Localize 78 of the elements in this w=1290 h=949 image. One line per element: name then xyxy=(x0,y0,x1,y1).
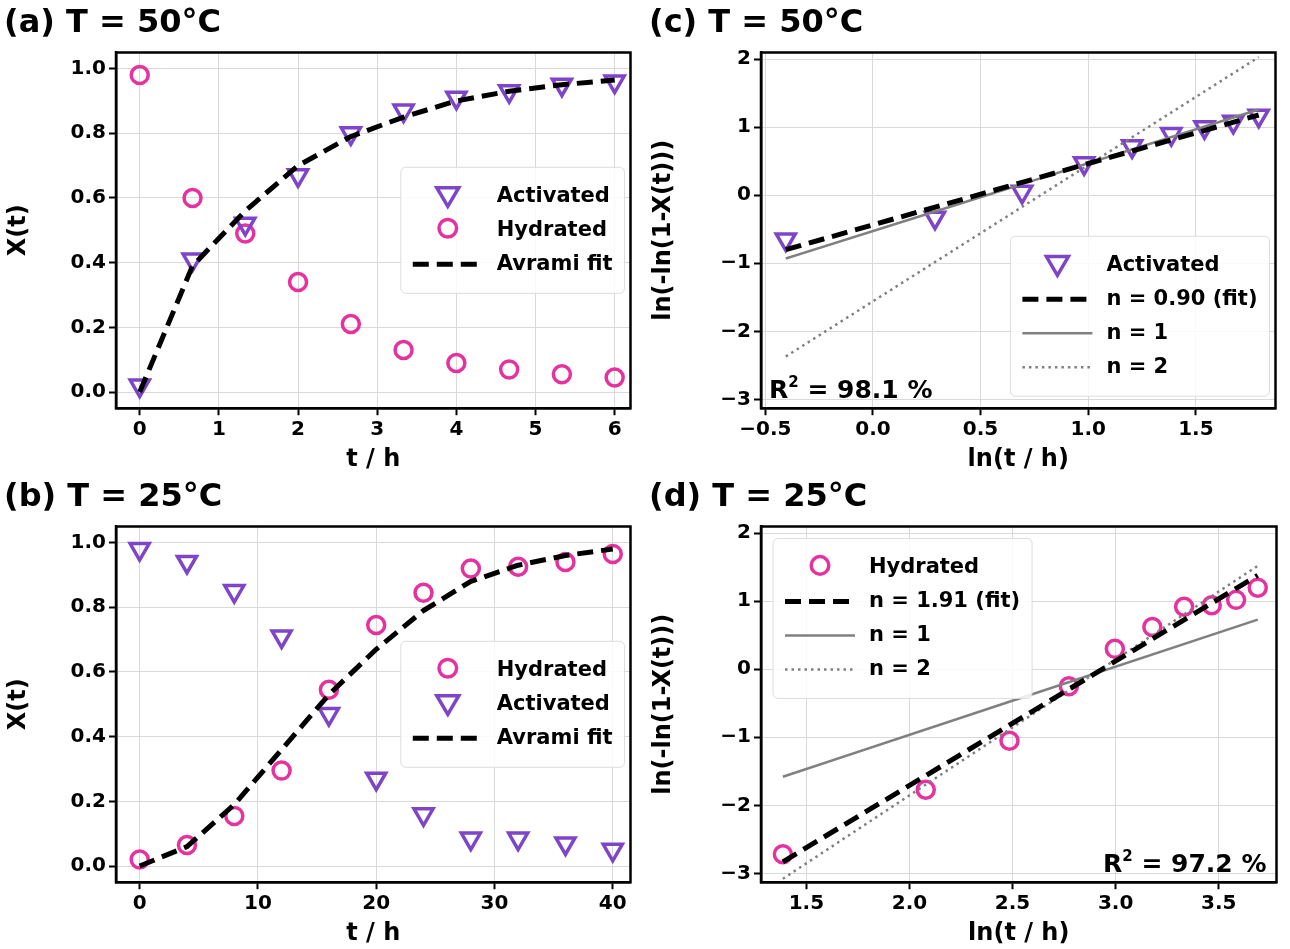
x-tick-label: 1 xyxy=(211,416,226,441)
x-axis-title: t / h xyxy=(346,917,401,946)
point xyxy=(1104,638,1126,660)
point xyxy=(999,730,1020,751)
chart-title: (c) T = 50°C xyxy=(649,1,864,40)
y-tick-label: −3 xyxy=(720,859,751,884)
x-tick-label: 0.0 xyxy=(855,416,891,441)
y-tick-label: 0.4 xyxy=(70,722,106,747)
y-axis-title: ln(-ln(1-X(t))) xyxy=(647,613,676,795)
legend-label: Activated xyxy=(496,690,610,715)
y-tick-label: 0.6 xyxy=(70,658,106,683)
legend-label: n = 2 xyxy=(869,655,931,680)
x-tick-label: 0.5 xyxy=(962,416,999,441)
legend-label: Hydrated xyxy=(869,553,980,578)
x-tick-label: 2.0 xyxy=(891,890,928,915)
x-tick-label: 2 xyxy=(291,416,306,441)
x-tick-label: 20 xyxy=(362,890,391,915)
y-tick-label: 2 xyxy=(737,519,751,544)
y-tick-label: 0.2 xyxy=(70,313,106,338)
y-tick-label: −2 xyxy=(720,317,751,342)
x-tick-label: 30 xyxy=(480,890,509,915)
y-tick-label: −2 xyxy=(720,791,751,816)
x-tick-label: 3 xyxy=(370,416,385,441)
y-tick-label: 0.6 xyxy=(70,184,106,209)
x-tick-label: 1.5 xyxy=(788,890,825,915)
legend-label: n = 1 xyxy=(1106,319,1169,344)
y-tick-label: −3 xyxy=(720,385,751,410)
y-tick-label: 0.8 xyxy=(70,119,106,144)
legend-label: n = 1 xyxy=(869,621,931,646)
y-tick-label: 1.0 xyxy=(70,528,106,553)
x-tick-label: 1.5 xyxy=(1178,416,1214,441)
y-tick-label: 0.4 xyxy=(70,248,106,273)
legend-label: Hydrated xyxy=(496,656,607,681)
y-tick-label: 2 xyxy=(737,45,751,70)
x-axis-title: ln(t / h) xyxy=(967,443,1069,472)
x-tick-label: 0 xyxy=(132,890,147,915)
y-axis-title: ln(-ln(1-X(t))) xyxy=(647,139,676,321)
y-tick-label: 0.0 xyxy=(70,852,106,877)
y-tick-label: 0 xyxy=(737,655,751,680)
y-tick-label: 0 xyxy=(737,181,751,206)
y-tick-label: −1 xyxy=(720,249,751,274)
x-tick-label: 5 xyxy=(528,416,543,441)
legend-label: n = 1.91 (fit) xyxy=(869,587,1021,612)
chart-title: (d) T = 25°C xyxy=(649,475,868,514)
legend-label: Avrami fit xyxy=(496,724,613,749)
legend-label: Activated xyxy=(496,182,610,207)
legend-label: n = 0.90 (fit) xyxy=(1106,285,1258,310)
x-tick-label: 4 xyxy=(449,416,464,441)
x-tick-label: 10 xyxy=(244,890,272,915)
legend-label: Activated xyxy=(1106,251,1220,276)
point xyxy=(915,779,936,800)
y-axis-title: X(t) xyxy=(2,678,31,731)
y-tick-label: −1 xyxy=(720,723,751,748)
x-axis-title: ln(t / h) xyxy=(968,917,1070,946)
legend-label: Avrami fit xyxy=(496,250,613,275)
x-tick-label: 1.0 xyxy=(1070,416,1106,441)
point xyxy=(1173,596,1195,617)
y-tick-label: 0.8 xyxy=(70,593,106,618)
y-tick-label: 1.0 xyxy=(70,54,106,79)
point xyxy=(1247,577,1268,598)
x-tick-label: 3.0 xyxy=(1097,890,1134,915)
x-tick-label: 0 xyxy=(132,416,147,441)
legend-label: n = 2 xyxy=(1106,353,1169,378)
x-tick-label: −0.5 xyxy=(739,416,792,441)
x-tick-label: 2.5 xyxy=(994,890,1031,915)
y-tick-label: 0.2 xyxy=(70,787,106,812)
legend-label: Hydrated xyxy=(496,216,607,241)
x-tick-label: 40 xyxy=(598,890,627,915)
x-tick-label: 3.5 xyxy=(1201,890,1237,915)
y-axis-title: X(t) xyxy=(2,204,31,257)
x-tick-label: 6 xyxy=(607,416,622,441)
x-axis-title: t / h xyxy=(346,443,401,472)
y-tick-label: 1 xyxy=(737,113,751,138)
y-tick-label: 1 xyxy=(737,587,751,612)
y-tick-label: 0.0 xyxy=(70,378,106,403)
chart-title: (b) T = 25°C xyxy=(4,475,223,514)
chart-title: (a) T = 50°C xyxy=(4,1,221,40)
point xyxy=(1225,589,1247,611)
